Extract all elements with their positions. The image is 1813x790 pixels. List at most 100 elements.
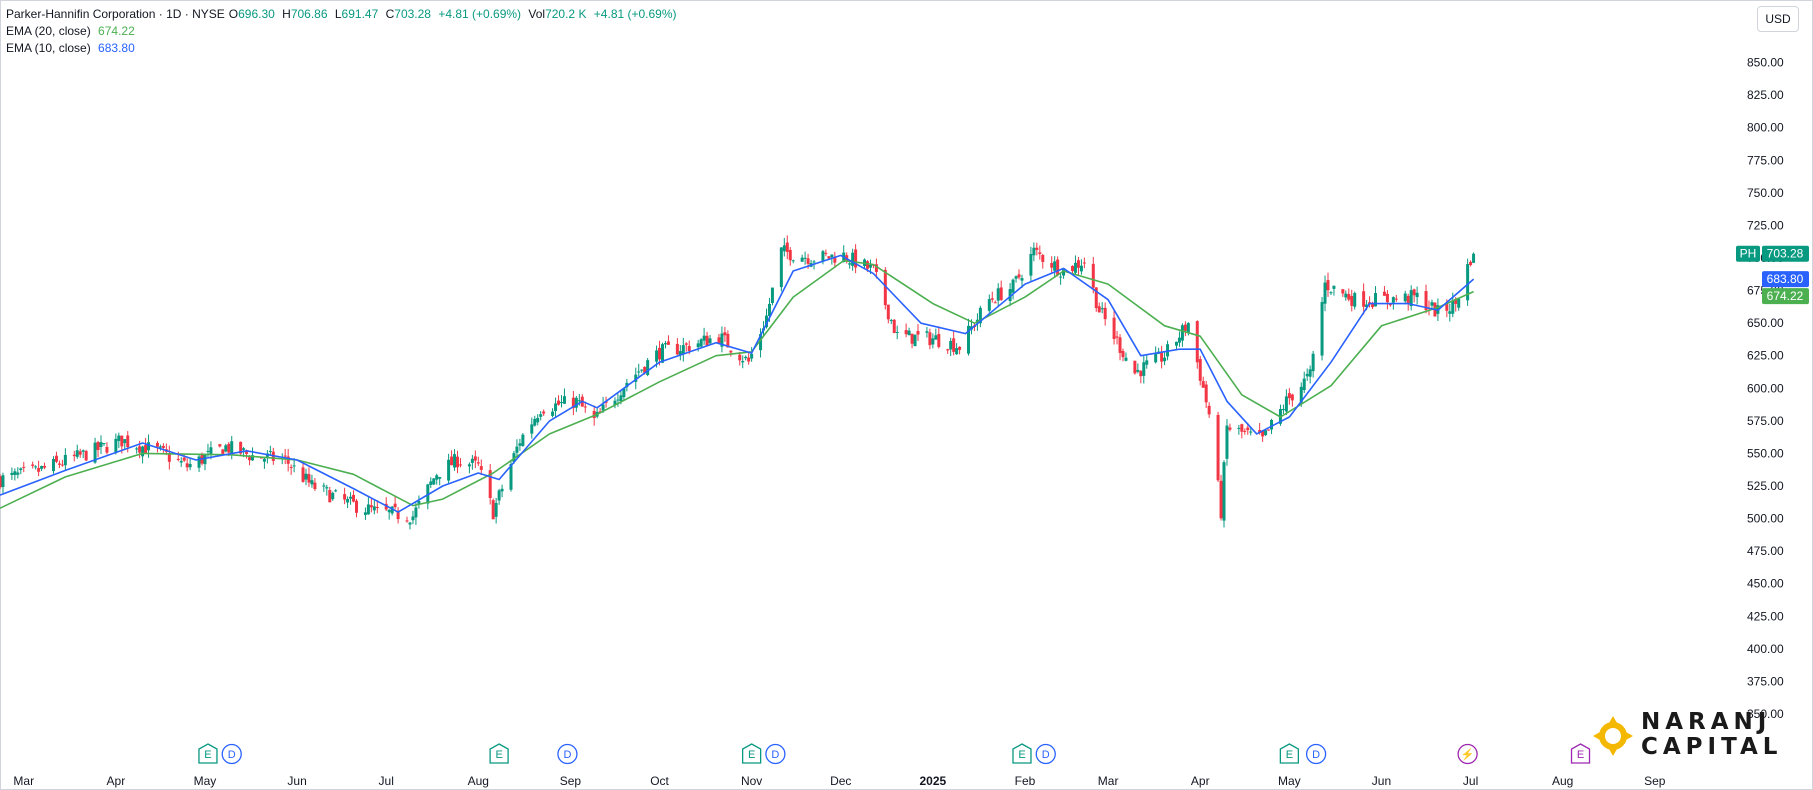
candle-body	[854, 249, 858, 268]
earnings-icon[interactable]: E	[489, 743, 509, 764]
split-icon[interactable]: ⚡	[1457, 743, 1478, 765]
candle-body	[1320, 302, 1324, 356]
candle-body	[1180, 325, 1184, 341]
candle-body	[583, 406, 587, 408]
candle-body	[203, 454, 207, 465]
dividend-icon[interactable]: D	[1035, 743, 1056, 765]
dividend-icon[interactable]: D	[765, 743, 786, 765]
candle-body	[1082, 262, 1086, 264]
candle-body	[1267, 429, 1271, 431]
candle-body	[910, 333, 914, 344]
candle-body	[1466, 264, 1470, 301]
candle-body	[1225, 425, 1229, 459]
candle-body	[1341, 289, 1345, 294]
candle-body	[72, 454, 76, 457]
time-tick-label: Sep	[1644, 774, 1666, 788]
marker-letter: E	[495, 749, 502, 761]
ema10-label: EMA (10, close)	[6, 41, 91, 55]
candle-body	[717, 337, 721, 343]
time-axis: Mar Apr May Jun Jul Aug Sep Oct Nov Dec 2025 Feb Mar…	[13, 774, 1665, 788]
candle-body	[681, 345, 685, 354]
candle-body	[96, 441, 100, 451]
ema-lines	[0, 254, 1475, 513]
high-value: 706.86	[290, 7, 328, 21]
earnings-icon[interactable]: E	[1570, 743, 1591, 764]
marker-letter: D	[1312, 749, 1320, 761]
candle-body	[1472, 253, 1476, 263]
candle-body	[268, 450, 272, 452]
earnings-icon[interactable]: E	[1012, 743, 1032, 764]
candle-body	[1394, 298, 1398, 300]
candle-body	[934, 335, 938, 340]
open-label: O	[228, 7, 239, 21]
candle-body	[218, 444, 222, 447]
price-tick-label: 850.00	[1747, 56, 1784, 70]
candle-body	[289, 467, 293, 469]
candle-body	[158, 446, 162, 448]
volume-value: 720.2 K	[545, 7, 587, 21]
logo-wordmark: NARANJ CAPITAL	[1641, 710, 1782, 760]
candle-body	[821, 251, 825, 262]
candle-body	[978, 307, 982, 324]
price-tick-label: 525.00	[1747, 479, 1784, 493]
candle-body	[1216, 414, 1220, 481]
price-tags: 703.28 PH 683.80 674.22	[1736, 245, 1809, 305]
price-tick-label: 475.00	[1747, 544, 1784, 558]
candle-body	[155, 442, 159, 447]
currency-button[interactable]: USD	[1757, 6, 1799, 32]
candle-body	[1469, 261, 1473, 266]
candle-body	[355, 500, 359, 513]
candle-body	[640, 369, 644, 371]
candle-body	[40, 466, 44, 469]
price-tick-label: 425.00	[1747, 609, 1784, 623]
candle-body	[1451, 300, 1455, 314]
ema20-legend[interactable]: EMA (20, close) 674.22	[6, 23, 139, 39]
candle-body	[684, 343, 688, 345]
candlestick-series	[0, 235, 1476, 530]
candle-body	[770, 287, 774, 304]
candle-body	[625, 382, 629, 388]
dividend-icon[interactable]: D	[221, 743, 242, 765]
candle-body	[1038, 252, 1042, 254]
candle-body	[1091, 263, 1095, 288]
candle-body	[848, 263, 852, 265]
candle-body	[1195, 321, 1199, 363]
earnings-icon[interactable]: E	[198, 743, 218, 764]
candle-body	[1062, 269, 1066, 276]
symbol-title[interactable]: Parker-Hannifin Corporation · 1D · NYSE	[6, 7, 225, 21]
candle-body	[1290, 394, 1294, 401]
candle-body	[99, 442, 103, 447]
candle-body	[141, 446, 145, 457]
candle-body	[182, 457, 186, 461]
candle-body	[432, 478, 436, 485]
candle-body	[937, 333, 941, 347]
candle-body	[322, 485, 326, 487]
candle-body	[372, 506, 376, 511]
earnings-icon[interactable]: E	[741, 743, 762, 764]
open-value: 696.30	[238, 7, 275, 21]
candle-body	[396, 510, 400, 520]
earnings-icon[interactable]: E	[1279, 743, 1300, 764]
candle-body	[812, 261, 816, 263]
candle-body	[262, 458, 266, 462]
dividend-icon[interactable]: D	[557, 743, 578, 765]
low-value: 691.47	[341, 7, 379, 21]
candle-body	[634, 374, 638, 382]
dividend-icon[interactable]: D	[1305, 743, 1327, 765]
price-tick-label: 800.00	[1747, 121, 1784, 135]
candle-body	[1240, 424, 1244, 432]
candle-body	[925, 331, 929, 333]
ema10-legend[interactable]: EMA (10, close) 683.80	[6, 40, 139, 56]
candle-body	[135, 448, 139, 450]
candle-body	[913, 334, 917, 347]
candle-body	[1326, 280, 1330, 291]
candle-body	[996, 288, 1000, 301]
time-tick-label: Aug	[468, 774, 489, 788]
time-tick-label: Oct	[650, 774, 669, 788]
candle-body	[1311, 353, 1315, 372]
marker-letter: D	[771, 749, 779, 761]
candle-body	[999, 287, 1003, 300]
candle-body	[292, 465, 296, 467]
candle-body	[666, 341, 670, 345]
